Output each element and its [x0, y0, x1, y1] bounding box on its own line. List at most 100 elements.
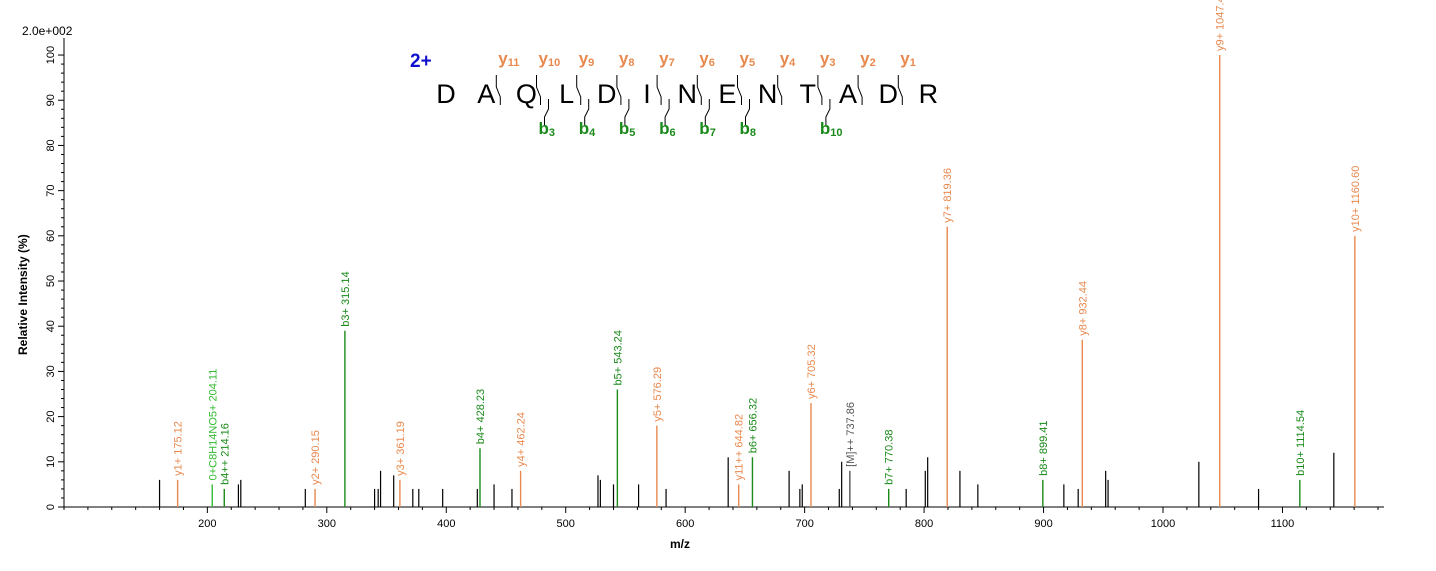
- y-ion-label: y1: [900, 49, 916, 69]
- x-tick-label: 800: [915, 518, 933, 530]
- y-ion-label: y3: [820, 49, 836, 69]
- x-tick-label: 200: [198, 518, 216, 530]
- x-tick-label: 400: [437, 518, 455, 530]
- residue: T: [800, 79, 817, 109]
- y-tick-label: 80: [45, 139, 57, 151]
- x-tick-label: 600: [676, 518, 694, 530]
- b-cleavage-mark: [825, 99, 831, 125]
- x-tick-label: 700: [795, 518, 813, 530]
- y-tick-label: 20: [45, 410, 57, 422]
- peak-label: y8+ 932.44: [1077, 281, 1089, 336]
- y-cleavage-mark: [616, 75, 622, 105]
- residue: D: [878, 79, 898, 109]
- residue: A: [477, 79, 495, 109]
- peak-label: b10+ 1114.54: [1295, 410, 1307, 476]
- charge-state: 2+: [410, 51, 432, 72]
- y-cleavage-mark: [696, 75, 702, 105]
- b-ion-label: b3: [539, 119, 556, 139]
- peak-label: y6+ 705.32: [806, 344, 818, 399]
- peak-label: y9+ 1047.49: [1215, 0, 1227, 51]
- y-cleavage-mark: [495, 75, 501, 105]
- peak-label: b6+ 656.32: [747, 398, 759, 453]
- y-cleavage-mark: [817, 75, 823, 105]
- y-ion-label: y7: [659, 49, 675, 69]
- peak-label: [M]++ 737.86: [845, 402, 857, 467]
- peak-label: y4+ 462.24: [516, 412, 528, 467]
- y-tick-label: 30: [45, 365, 57, 377]
- residue: N: [758, 79, 778, 109]
- peak-label: b5+ 543.24: [612, 330, 624, 385]
- peak-label: b8+ 899.41: [1038, 421, 1050, 476]
- y-tick-label: 90: [45, 94, 57, 106]
- x-tick-label: 1000: [1151, 518, 1175, 530]
- y-ion-label: y8: [619, 49, 635, 69]
- peak-label: y3+ 361.19: [395, 421, 407, 476]
- b-cleavage-mark: [584, 99, 590, 125]
- peak-label: y11++ 644.82: [734, 414, 746, 480]
- y-ion-label: y6: [699, 49, 715, 69]
- peak-label: y7+ 819.36: [942, 168, 954, 223]
- y-tick-label: 40: [45, 320, 57, 332]
- residue: E: [718, 79, 736, 109]
- residue: L: [559, 79, 574, 109]
- b-ion-label: b7: [699, 119, 716, 139]
- b-ion-label: b10: [820, 119, 843, 139]
- peak-label: y5+ 576.29: [652, 367, 664, 422]
- residue: A: [839, 79, 857, 109]
- b-ion-label: b6: [659, 119, 676, 139]
- peak-label: y1+ 175.12: [173, 421, 185, 476]
- y-ion-label: y10: [539, 49, 561, 69]
- peak-label: y10+ 1160.60: [1350, 166, 1362, 232]
- peak-label: y2+ 290.15: [310, 430, 322, 485]
- b-ion-label: b5: [619, 119, 636, 139]
- peak-label: b4++ 214.16: [219, 423, 231, 485]
- y-cleavage-mark: [737, 75, 742, 105]
- b-cleavage-mark: [704, 99, 710, 125]
- y-tick-label: 70: [45, 185, 57, 197]
- b-ion-label: b4: [579, 119, 596, 139]
- axes: 200 300 400 500 600 700 800 900 1000 1100 0 10 20 30 4…: [45, 38, 1384, 530]
- residue: Q: [516, 79, 537, 109]
- y-cleavage-mark: [897, 75, 903, 105]
- x-tick-label: 500: [557, 518, 575, 530]
- y-cleavage-mark: [857, 75, 863, 105]
- residue: I: [643, 79, 651, 109]
- y-ion-label: y2: [860, 49, 876, 69]
- y-ion-label: y9: [579, 49, 595, 69]
- x-tick-label: 1100: [1271, 518, 1295, 530]
- peak-label: b7+ 770.38: [884, 430, 896, 485]
- residue: D: [597, 79, 617, 109]
- peaks: y1+ 175.12 0+C8H14NO5+ 204.11 b4++ 214.16 y…: [158, 0, 1362, 507]
- b-cleavage-mark: [745, 99, 750, 125]
- y-ion-label: y5: [740, 49, 756, 69]
- y-cleavage-mark: [777, 75, 783, 105]
- y-ion-label: y4: [780, 49, 796, 69]
- y-tick-label: 10: [45, 456, 57, 468]
- y-cleavage-mark: [536, 75, 541, 105]
- b-cleavage-mark: [624, 99, 630, 125]
- scale-label: 2.0e+002: [22, 24, 73, 38]
- y-tick-label: 0: [45, 504, 57, 510]
- peak-label: b3+ 315.14: [340, 271, 352, 326]
- b-cleavage-mark: [544, 99, 549, 125]
- residue: R: [919, 79, 939, 109]
- peak-label: 0+C8H14NO5+ 204.11: [207, 369, 219, 481]
- b-cleavage-mark: [664, 99, 670, 125]
- residue: N: [677, 79, 697, 109]
- y-tick-label: 100: [45, 46, 57, 64]
- y-ion-label: y11: [498, 49, 519, 69]
- peak-label: b4+ 428.23: [475, 389, 487, 444]
- y-tick-label: 60: [45, 230, 57, 242]
- y-cleavage-mark: [656, 75, 662, 105]
- b-ion-label: b8: [740, 119, 757, 139]
- x-tick-label: 300: [318, 518, 336, 530]
- residue: D: [436, 79, 456, 109]
- y-axis-label: Relative Intensity (%): [16, 234, 30, 355]
- x-axis-label: m/z: [670, 537, 690, 551]
- x-tick-label: 900: [1034, 518, 1052, 530]
- y-cleavage-mark: [576, 75, 582, 105]
- y-tick-label: 50: [45, 275, 57, 287]
